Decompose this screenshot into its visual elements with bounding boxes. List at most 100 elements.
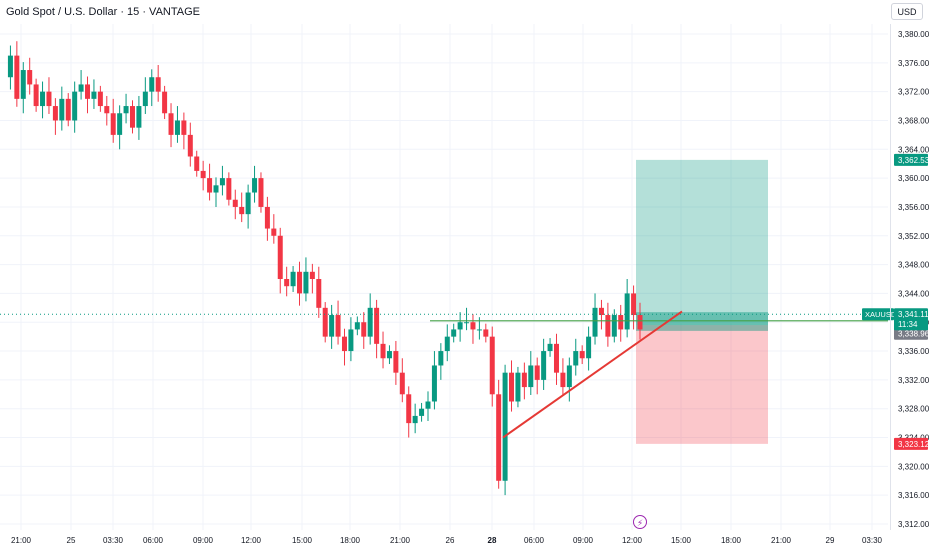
candle-body <box>200 170 206 179</box>
candle-body <box>451 329 457 337</box>
entry-band <box>636 312 768 331</box>
candle-body <box>239 206 245 215</box>
x-tick-label: 26 <box>446 536 455 545</box>
candle-body <box>245 192 251 215</box>
y-tick-label: 3,356.00 <box>898 203 930 212</box>
candle-body <box>348 329 354 352</box>
candle-body <box>464 322 470 324</box>
x-tick-label: 09:00 <box>193 536 214 545</box>
candle-body <box>174 120 180 135</box>
candle-body <box>65 98 71 121</box>
candle-body <box>309 271 315 279</box>
candle-body <box>14 55 20 99</box>
candle-body <box>399 372 405 395</box>
candle-body <box>252 178 258 193</box>
currency-button[interactable]: USD <box>891 3 923 20</box>
y-tick-label: 3,312.00 <box>898 520 930 529</box>
candle-body <box>483 329 489 337</box>
x-tick-label: 25 <box>67 536 76 545</box>
candle-body <box>425 401 431 409</box>
y-tick-label: 3,352.00 <box>898 232 930 241</box>
symbol-label-box <box>862 308 894 321</box>
candle-body <box>136 106 142 128</box>
price-label-box <box>894 437 928 450</box>
price-label: 3,362.53 <box>898 156 930 165</box>
x-tick-label: 29 <box>826 536 835 545</box>
y-tick-label: 3,372.00 <box>898 88 930 97</box>
candle-body <box>297 271 303 294</box>
candle-body <box>598 307 604 316</box>
candle-body <box>329 315 335 337</box>
candle-body <box>631 293 637 316</box>
candle-body <box>624 293 630 330</box>
stop-loss-zone <box>636 325 768 444</box>
candle-body <box>213 185 219 193</box>
candle-body <box>412 415 418 424</box>
lightning-icon[interactable]: ⚡ <box>633 515 647 529</box>
candle-body <box>534 365 540 380</box>
candle-body <box>566 365 572 388</box>
candle-body <box>207 178 213 193</box>
x-tick-label: 21:00 <box>11 536 32 545</box>
candle-body <box>618 315 624 330</box>
candle-body <box>46 91 52 107</box>
candle-body <box>226 178 232 200</box>
x-tick-label: 28 <box>488 536 497 545</box>
candle-body <box>592 307 598 337</box>
symbol-label: XAUUSD <box>865 310 897 319</box>
candle-body <box>168 113 174 135</box>
candle-body <box>33 84 39 107</box>
price-label-box <box>894 153 928 166</box>
candle-body <box>386 351 392 359</box>
candle-body <box>52 106 58 121</box>
candle-body <box>110 113 116 135</box>
candle-body <box>194 156 200 171</box>
candle-body <box>129 106 135 128</box>
candle-body <box>611 315 617 337</box>
candle-body <box>457 322 463 330</box>
candle-body <box>123 106 129 114</box>
candle-body <box>219 178 225 186</box>
y-tick-label: 3,376.00 <box>898 59 930 68</box>
candle-body <box>72 91 78 121</box>
candle-body <box>142 91 148 107</box>
candle-body <box>181 120 187 135</box>
x-tick-label: 21:00 <box>390 536 411 545</box>
candle-body <box>521 372 527 388</box>
y-tick-label: 3,364.00 <box>898 145 930 154</box>
y-tick-label: 3,336.00 <box>898 347 930 356</box>
candle-body <box>374 307 380 344</box>
candle-body <box>438 351 444 366</box>
candle-body <box>528 365 534 388</box>
candle-body <box>162 91 168 114</box>
x-tick-label: 15:00 <box>671 536 692 545</box>
candle-body <box>40 91 46 107</box>
y-tick-label: 3,348.00 <box>898 261 930 270</box>
x-tick-label: 12:00 <box>241 536 262 545</box>
trendline <box>502 310 683 439</box>
price-axis[interactable] <box>890 24 932 530</box>
candle-body <box>117 113 123 135</box>
price-label: 3,323.12 <box>898 440 930 449</box>
candle-body <box>316 279 322 308</box>
candle-body <box>7 55 13 78</box>
candle-body <box>431 365 437 402</box>
x-tick-label: 18:00 <box>721 536 742 545</box>
candle-body <box>560 372 566 388</box>
candle-body <box>547 343 553 352</box>
candle-body <box>91 91 97 99</box>
candle-body <box>322 307 328 337</box>
price-label-box <box>894 327 928 340</box>
candle-body <box>470 322 476 330</box>
candle-body <box>496 394 502 481</box>
candle-body <box>553 343 559 373</box>
candle-body <box>187 134 193 157</box>
candle-body <box>97 91 103 107</box>
candle-body <box>104 106 110 114</box>
y-tick-label: 3,328.00 <box>898 405 930 414</box>
candle-body <box>59 98 65 121</box>
price-label: 3,338.96 <box>898 330 930 339</box>
x-tick-label: 09:00 <box>573 536 594 545</box>
